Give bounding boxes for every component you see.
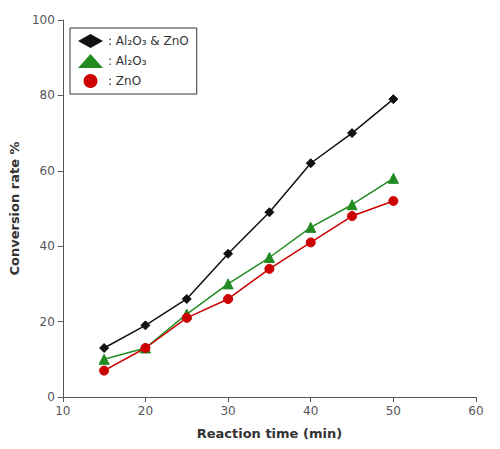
svg-text:20: 20 (138, 404, 153, 418)
svg-text:40: 40 (40, 239, 55, 253)
svg-text:Conversion rate %: Conversion rate % (7, 141, 22, 275)
svg-text:30: 30 (220, 404, 235, 418)
svg-text:: Al₂O₃ & ZnO: : Al₂O₃ & ZnO (108, 34, 189, 48)
svg-text:50: 50 (386, 404, 401, 418)
svg-text:20: 20 (40, 315, 55, 329)
svg-text:60: 60 (40, 164, 55, 178)
svg-text:10: 10 (55, 404, 70, 418)
svg-text:40: 40 (303, 404, 318, 418)
svg-text:100: 100 (32, 13, 55, 27)
svg-text:0: 0 (47, 390, 55, 404)
svg-text:: Al₂O₃: : Al₂O₃ (108, 54, 147, 68)
svg-text:Reaction time (min): Reaction time (min) (197, 426, 342, 441)
svg-text:80: 80 (40, 88, 55, 102)
svg-text:60: 60 (468, 404, 483, 418)
svg-text:: ZnO: : ZnO (108, 74, 141, 88)
